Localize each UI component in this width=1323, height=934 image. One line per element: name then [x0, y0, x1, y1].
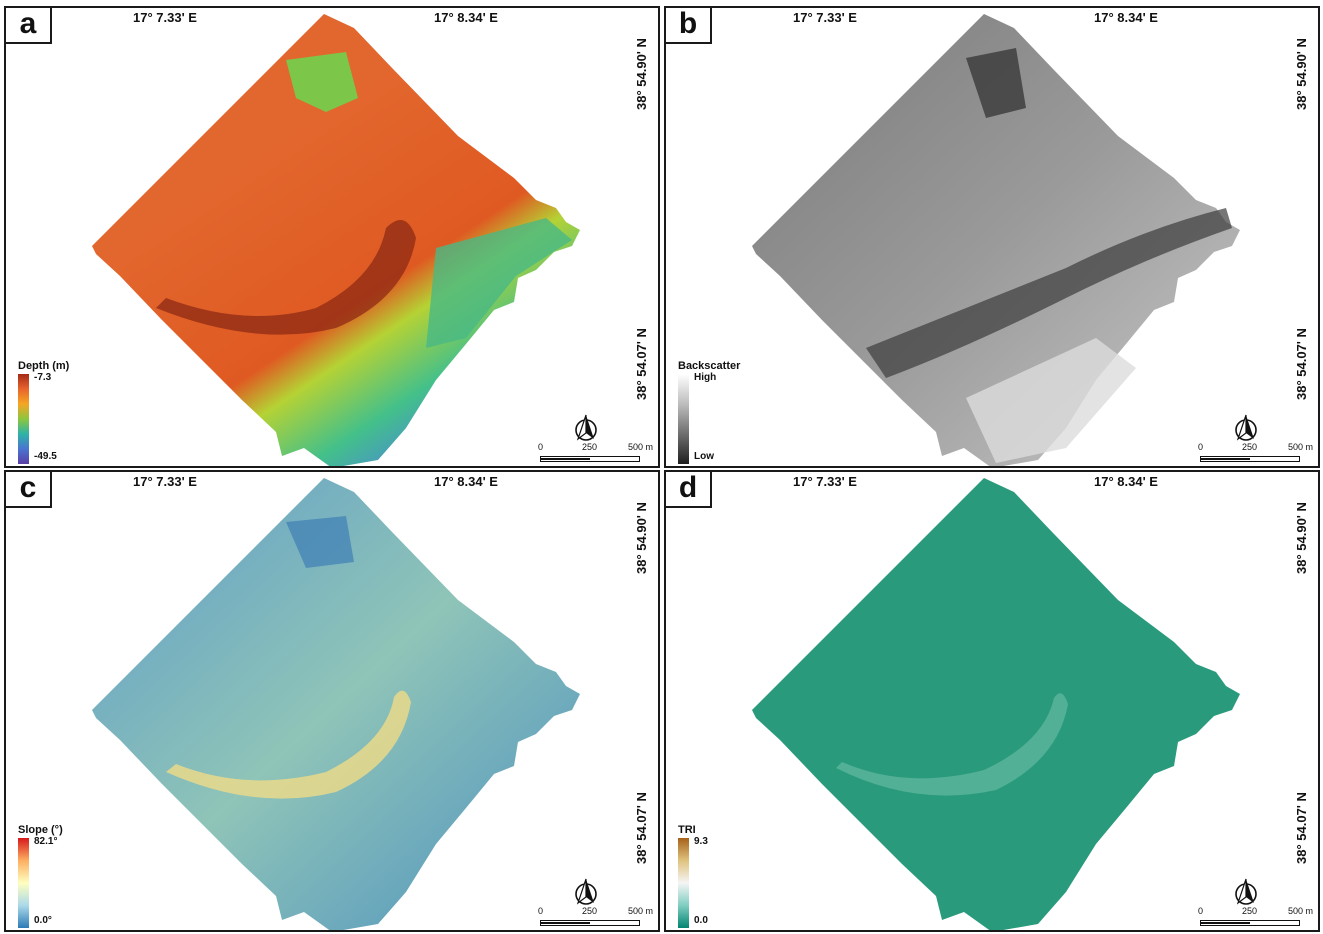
- scale-label-mid: 250: [1242, 442, 1258, 452]
- latitude-label-bottom: 38° 54.07' N: [1294, 328, 1309, 400]
- latitude-label-top: 38° 54.90' N: [1294, 502, 1309, 574]
- scale-label-zero: 0: [538, 906, 544, 916]
- scale-label-mid: 250: [582, 906, 598, 916]
- scale-label-zero: 0: [1198, 442, 1204, 452]
- map-panel-d: d 17° 7.33' E 17° 8.34' E 38° 54.90' N 3…: [664, 470, 1320, 932]
- map-raster: [752, 478, 1240, 930]
- scale-segment: [1201, 922, 1250, 924]
- legend-colorbar: [678, 374, 689, 464]
- north-arrow-icon: [1235, 878, 1257, 905]
- legend-title: Depth (m): [18, 360, 70, 372]
- legend-min-label: Low: [694, 451, 714, 462]
- scale-bar-graphic: [1200, 456, 1300, 462]
- legend-colorbar: [678, 838, 689, 928]
- scale-segment: [541, 922, 590, 924]
- legend-max-label: 82.1°: [34, 836, 58, 847]
- panel-letter: a: [6, 8, 52, 44]
- scale-label-end: 500 m: [628, 442, 654, 452]
- north-arrow-icon: [575, 878, 597, 905]
- latitude-label-bottom: 38° 54.07' N: [1294, 792, 1309, 864]
- map-raster: [752, 14, 1240, 466]
- legend-max-label: High: [694, 372, 717, 383]
- scale-bar: 0 250 500 m: [536, 442, 656, 466]
- latitude-label-top: 38° 54.90' N: [634, 38, 649, 110]
- scale-label-end: 500 m: [628, 906, 654, 916]
- legend-min-label: -49.5: [34, 451, 57, 462]
- legend-max-label: -7.3: [34, 372, 52, 383]
- scale-bar: 0 250 500 m: [536, 906, 656, 930]
- map-panel-a: a 17° 7.33' E 17° 8.34' E 38° 54.90' N 3…: [4, 6, 660, 468]
- scale-label-mid: 250: [582, 442, 598, 452]
- map-panel-b: b 17° 7.33' E 17° 8.34' E 38° 54.90' N 3…: [664, 6, 1320, 468]
- legend-colorbar: [18, 838, 29, 928]
- scale-bar: 0 250 500 m: [1196, 906, 1316, 930]
- scale-label-zero: 0: [538, 442, 544, 452]
- scale-bar: 0 250 500 m: [1196, 442, 1316, 466]
- longitude-label-right: 17° 8.34' E: [1094, 10, 1158, 25]
- longitude-label-left: 17° 7.33' E: [793, 474, 857, 489]
- map-panel-c: c 17° 7.33' E 17° 8.34' E 38° 54.90' N 3…: [4, 470, 660, 932]
- longitude-label-right: 17° 8.34' E: [434, 10, 498, 25]
- north-arrow-icon: [575, 414, 597, 441]
- scale-segment: [1201, 458, 1250, 460]
- map-raster: [92, 478, 580, 930]
- legend-title: TRI: [678, 824, 696, 836]
- scale-segment: [541, 458, 590, 460]
- latitude-label-top: 38° 54.90' N: [1294, 38, 1309, 110]
- legend-max-label: 9.3: [694, 836, 708, 847]
- legend-min-label: 0.0°: [34, 915, 52, 926]
- latitude-label-bottom: 38° 54.07' N: [634, 792, 649, 864]
- longitude-label-left: 17° 7.33' E: [133, 474, 197, 489]
- longitude-label-left: 17° 7.33' E: [133, 10, 197, 25]
- north-arrow-icon: [1235, 414, 1257, 441]
- panel-letter: b: [666, 8, 712, 44]
- scale-label-zero: 0: [1198, 906, 1204, 916]
- scale-label-end: 500 m: [1288, 442, 1314, 452]
- scale-bar-graphic: [540, 920, 640, 926]
- scale-label-end: 500 m: [1288, 906, 1314, 916]
- latitude-label-bottom: 38° 54.07' N: [634, 328, 649, 400]
- legend-colorbar: [18, 374, 29, 464]
- legend-title: Backscatter: [678, 360, 741, 372]
- panel-letter: c: [6, 472, 52, 508]
- scale-label-mid: 250: [1242, 906, 1258, 916]
- longitude-label-right: 17° 8.34' E: [434, 474, 498, 489]
- legend-title: Slope (°): [18, 824, 63, 836]
- panel-letter: d: [666, 472, 712, 508]
- longitude-label-right: 17° 8.34' E: [1094, 474, 1158, 489]
- longitude-label-left: 17° 7.33' E: [793, 10, 857, 25]
- scale-bar-graphic: [1200, 920, 1300, 926]
- scale-bar-graphic: [540, 456, 640, 462]
- legend-min-label: 0.0: [694, 915, 708, 926]
- latitude-label-top: 38° 54.90' N: [634, 502, 649, 574]
- map-raster: [92, 14, 580, 466]
